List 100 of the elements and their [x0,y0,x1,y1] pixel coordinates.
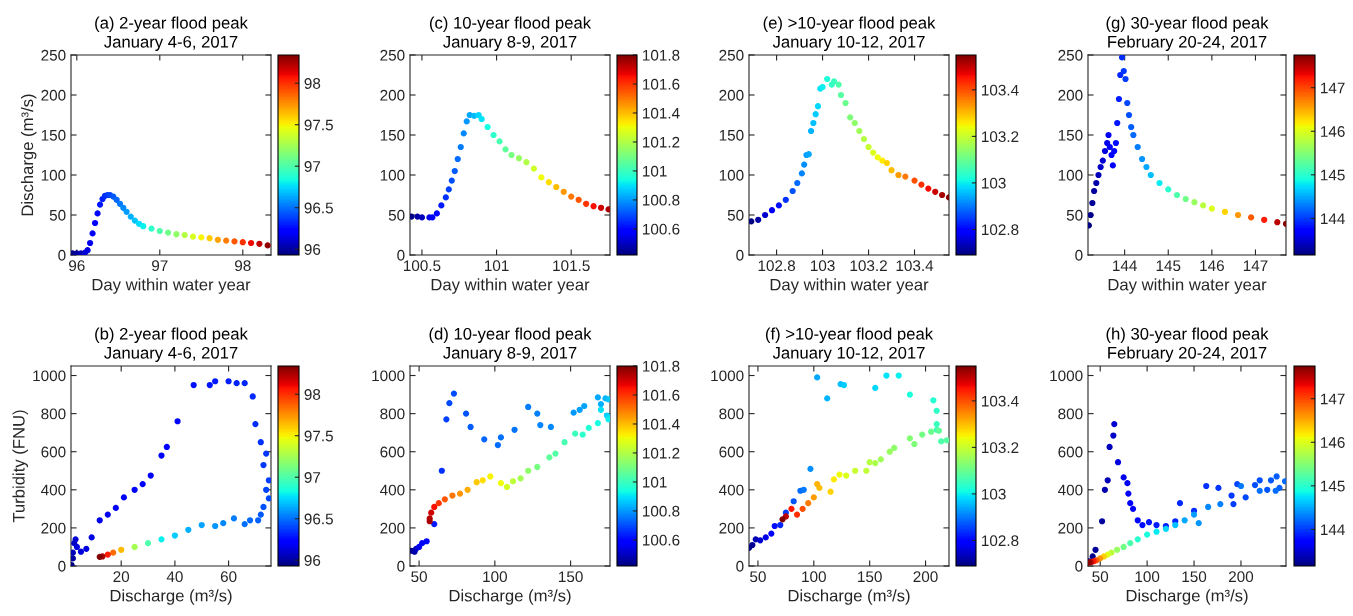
point [530,165,537,172]
point [473,479,480,486]
point [479,477,486,484]
point [771,522,778,530]
point [438,202,445,209]
point [1101,486,1108,493]
color-bar-label: 102.8 [982,224,1019,236]
point [198,234,205,241]
y-tick-label: 200 [380,522,405,534]
point [793,511,801,518]
point [1256,477,1263,484]
point [1134,536,1141,543]
chart-subtitle: January 4-6, 2017 [104,35,238,51]
y-tick-label: 0 [58,560,66,572]
point [265,477,271,484]
point [449,492,456,499]
point [431,503,438,511]
point [190,381,197,389]
point [807,127,815,135]
point [454,155,461,163]
y-tick-label: 50 [727,209,744,221]
color-bar-label: 101 [643,165,667,177]
point [814,374,821,381]
point [933,420,940,428]
point [1195,520,1202,527]
point [1172,521,1179,529]
point [494,441,501,449]
point [814,103,822,110]
point [484,123,491,131]
point [88,534,95,541]
point [1099,157,1106,164]
color-bar-label: 97 [304,161,321,172]
point [1221,208,1229,215]
y-tick-label: 800 [380,408,405,420]
point [1125,111,1133,119]
color-bar-label: 100.8 [643,505,680,517]
point [1153,521,1160,529]
y-tick-label: 200 [719,522,744,534]
point [120,494,127,501]
point [1273,473,1280,480]
x-axis-title: Day within water year [770,278,929,294]
point [460,130,467,137]
y-tick-label: 200 [719,89,744,101]
point [144,540,152,547]
x-tick-label: 200 [913,571,938,583]
y-tick-label: 200 [41,89,66,101]
point [852,467,859,474]
x-tick-label: 100 [483,571,507,583]
color-bar-label: 103 [982,177,1006,189]
point [749,218,755,225]
color-bar-label: 145 [1321,169,1345,181]
point [597,204,605,211]
point [863,467,870,474]
y-tick-label: 1000 [1050,370,1083,382]
point [1217,500,1224,508]
point [1281,478,1286,485]
chart-subtitle: January 8-9, 2017 [443,35,577,51]
point [933,407,940,414]
point [782,196,789,203]
color-bar-label: 145 [1321,480,1345,492]
point [761,211,769,219]
point [545,179,552,186]
point [930,397,937,404]
point [805,500,812,507]
chart-subtitle: February 20-24, 2017 [1108,35,1267,51]
x-axis-title: Day within water year [431,278,590,294]
point [561,439,568,446]
point [509,478,517,485]
point [801,161,808,168]
point [445,186,452,193]
x-tick-label: 150 [858,571,882,583]
point [260,503,267,511]
y-tick-label: 600 [380,446,405,458]
point [1208,205,1215,212]
point [503,483,511,491]
point [928,428,935,435]
point [410,213,415,220]
point [448,177,455,184]
y-tick-label: 200 [1058,89,1083,101]
point [807,465,814,472]
point [939,191,946,199]
point [441,496,448,503]
x-axis-title: Discharge (m³/s) [110,589,232,605]
point [171,532,178,539]
y-tick-label: 150 [41,129,66,141]
point [835,81,842,88]
x-tick-label: 146 [1200,260,1224,272]
point [1248,214,1255,221]
chart-subtitle: February 20-24, 2017 [1108,346,1267,362]
point [264,242,271,249]
point [241,380,248,387]
point [1203,482,1210,490]
point [1145,519,1153,526]
point [1181,517,1188,524]
point [597,406,605,413]
y-tick-label: 0 [736,249,744,261]
point [112,504,119,512]
color-bar-label: 144 [1321,213,1345,224]
y-tick-label: 200 [1058,522,1083,534]
point [911,177,918,184]
